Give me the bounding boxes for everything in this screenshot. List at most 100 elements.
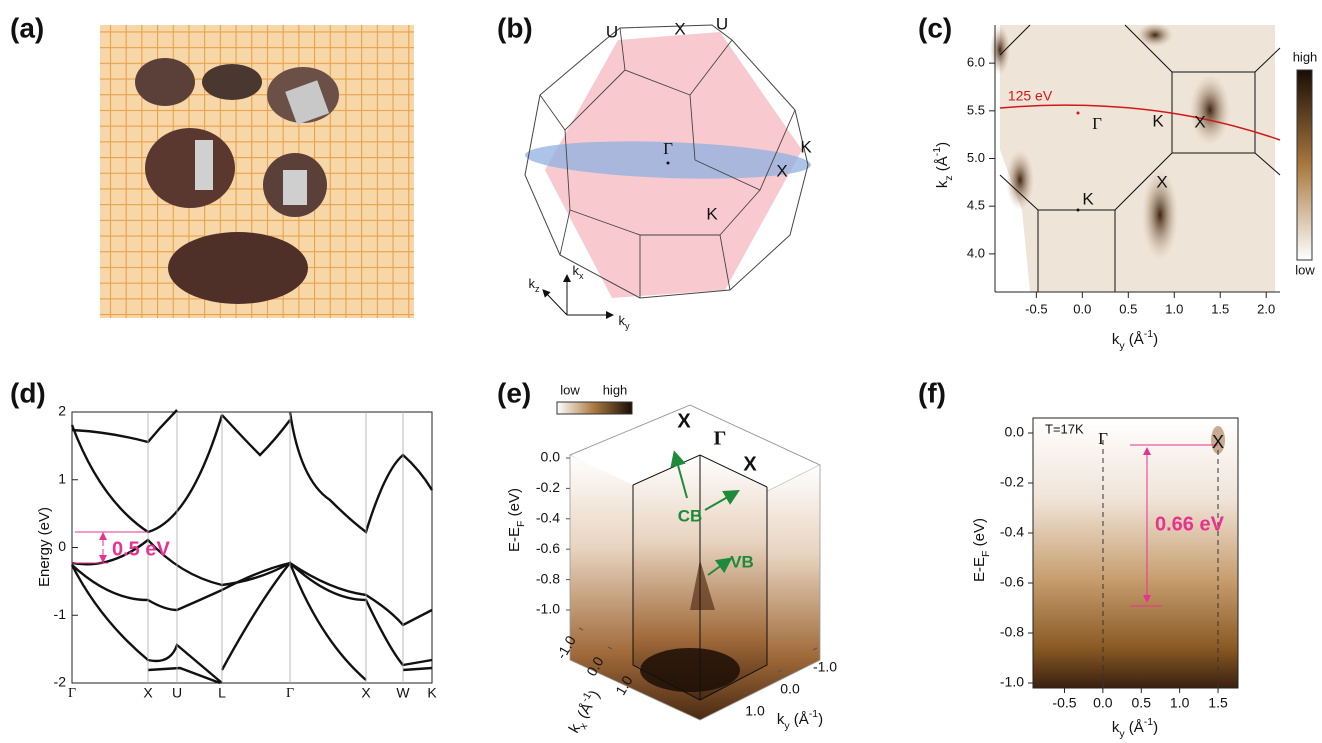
y-axis-label: kz (Å-1) xyxy=(931,142,955,188)
y-tick-label: 4.0 xyxy=(967,245,985,260)
label-part: ) xyxy=(818,711,823,728)
kz-map xyxy=(990,23,1312,292)
y-tick-label: 0.0 xyxy=(541,449,561,465)
colorbar-label: low xyxy=(560,382,580,397)
label-part: ) xyxy=(1153,719,1158,736)
x-tick-label: -0.5 xyxy=(1052,695,1076,711)
panel-label: (a) xyxy=(10,12,44,43)
y-tick-label: -0.2 xyxy=(1000,474,1024,490)
y-tick-label: -0.8 xyxy=(536,570,560,586)
y-tick-label: 6.0 xyxy=(967,55,985,70)
arpes-cut xyxy=(1033,418,1238,688)
bz-point: X xyxy=(1156,172,1167,191)
kx-axis-label: kx (Å-1) xyxy=(563,686,607,738)
y-tick-label: -0.4 xyxy=(1000,524,1024,540)
bz-point: K xyxy=(1152,111,1164,130)
kpoint-label: Γ xyxy=(68,686,76,701)
band-label: CB xyxy=(678,506,703,525)
label-part: E-E xyxy=(506,527,523,552)
x-tick-label: 0.5 xyxy=(1132,695,1152,711)
label-part: (eV) xyxy=(506,488,523,521)
gap-label: 0.5 eV xyxy=(112,538,170,560)
label-part: -1 xyxy=(1144,328,1153,340)
label-part: -1 xyxy=(1144,716,1153,728)
colorbar-label: high xyxy=(1293,49,1318,64)
label-part: (Å xyxy=(1125,331,1144,348)
temperature: T=17K xyxy=(1045,421,1084,436)
bz-point: X xyxy=(1194,112,1205,131)
label-part: E-E xyxy=(971,557,988,582)
y-tick-label: -0.4 xyxy=(536,510,560,526)
y-tick-label: -1.0 xyxy=(1000,674,1024,690)
label-part: (Å xyxy=(790,711,809,728)
y-tick-label: -0.2 xyxy=(536,479,560,495)
panel-label: (b) xyxy=(497,12,533,43)
x-tick-label: 0.5 xyxy=(1119,301,1137,316)
bz-point: X xyxy=(743,453,757,475)
bz-point: U xyxy=(606,22,618,41)
x-axis-label: ky (Å-1) xyxy=(1112,716,1158,740)
kpoint-label: K xyxy=(427,685,437,701)
label-part: -1 xyxy=(931,147,943,156)
y2-tick-label: 0.0 xyxy=(780,681,800,697)
x-tick-label: 0.0 xyxy=(1093,695,1113,711)
kpoint-label: L xyxy=(218,685,226,701)
label-part: -1 xyxy=(809,708,818,720)
label-part: (eV) xyxy=(971,518,988,551)
bz-point: K xyxy=(1082,189,1094,208)
panel-label: (f) xyxy=(918,377,946,408)
kpoint-label: Γ xyxy=(286,686,294,701)
y-tick-label: 5.5 xyxy=(967,102,985,117)
axis-label: kz xyxy=(528,276,540,294)
x-axis-label: ky (Å-1) xyxy=(1112,328,1158,352)
figure: (a)(b)(c)(d)(e)(f)UXUΓKXKkzkxky-0.50.00.… xyxy=(0,0,1322,743)
y-tick-label: 1 xyxy=(58,470,66,486)
x-tick-label: 1.0 xyxy=(1165,301,1183,316)
bz-point: X xyxy=(1212,432,1224,452)
bz-point: Γ xyxy=(714,428,727,450)
x-tick-label: -0.5 xyxy=(1025,301,1047,316)
y-axis-label: E-EF (eV) xyxy=(971,518,992,582)
y-axis-label: E-EF (eV) xyxy=(506,488,527,552)
label-part: ) xyxy=(934,142,951,147)
axis-label: kx xyxy=(572,263,584,281)
photon-energy: 125 eV xyxy=(1008,88,1053,104)
label-part: (Å xyxy=(572,700,596,725)
y-tick-label: 4.5 xyxy=(967,198,985,213)
x-tick-label: 0.0 xyxy=(1073,301,1091,316)
bz-point: Γ xyxy=(663,139,673,158)
x-tick-label: 1.5 xyxy=(1208,695,1228,711)
y2-tick-label: -1.0 xyxy=(813,659,837,675)
y-tick-label: 2 xyxy=(58,403,66,419)
x-tick-label: 1.0 xyxy=(1170,695,1190,711)
bz-point: U xyxy=(716,14,728,33)
label-part: (Å xyxy=(1125,719,1144,736)
label-part: x xyxy=(579,271,584,281)
label-part: (Å xyxy=(934,156,951,175)
y-axis-label: Energy (eV) xyxy=(36,507,53,587)
ky-axis-label: ky (Å-1) xyxy=(777,708,823,732)
label-part: y xyxy=(625,321,630,331)
label-part: ) xyxy=(1153,331,1158,348)
y-tick-label: -2 xyxy=(54,674,67,690)
kpoint-label: W xyxy=(396,685,410,701)
y-tick-label: 0 xyxy=(58,538,66,554)
x-tick-label: 1.5 xyxy=(1211,301,1229,316)
y2-tick-label: 1.0 xyxy=(745,703,765,719)
panel-label: (e) xyxy=(497,377,531,408)
colorbar-label: low xyxy=(1295,262,1315,277)
y-tick-label: -1.0 xyxy=(536,601,560,617)
band-label: VB xyxy=(730,552,754,571)
colorbar-label: high xyxy=(603,382,628,397)
bz-point: K xyxy=(800,137,812,156)
y-tick-label: 5.0 xyxy=(967,150,985,165)
kpoint-label: U xyxy=(172,685,182,701)
y-tick-label: -1 xyxy=(54,606,67,622)
panel-label: (d) xyxy=(10,377,46,408)
bz-point: X xyxy=(674,19,685,38)
bz-point: Γ xyxy=(1098,429,1108,448)
label-part: z xyxy=(535,284,540,294)
y-tick-label: -0.8 xyxy=(1000,624,1024,640)
axis-label: ky xyxy=(618,313,630,331)
y-tick-label: -0.6 xyxy=(1000,574,1024,590)
